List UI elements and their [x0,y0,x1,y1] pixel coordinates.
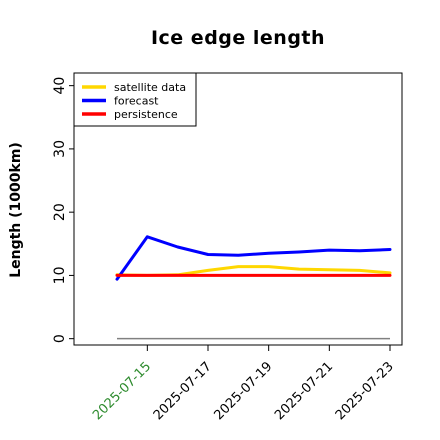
legend-label: forecast [114,95,159,108]
x-tick-label: 2025-07-15 [90,359,154,423]
x-tick-label: 2025-07-19 [211,359,275,423]
y-tick-label: 10 [52,267,68,285]
x-tick-label: 2025-07-21 [272,359,336,423]
x-tick-label: 2025-07-17 [151,359,215,423]
y-tick-label: 30 [52,140,68,158]
x-tick-label: 2025-07-23 [333,359,397,423]
y-tick-label: 0 [52,334,68,343]
y-tick-label: 20 [52,203,68,221]
series-layer [115,235,392,281]
chart-title: Ice edge length [151,27,325,49]
legend-label: persistence [114,108,178,121]
y-tick-label: 40 [52,77,68,95]
plot-frame [73,72,403,346]
y-axis-label: Length (1000km) [8,142,24,278]
x-ticks: 2025-07-152025-07-172025-07-192025-07-21… [90,345,397,423]
series-line-forecast [115,235,392,281]
y-ticks: 0 10 20 30 40 [52,77,74,343]
legend-label: satellite data [114,81,186,94]
